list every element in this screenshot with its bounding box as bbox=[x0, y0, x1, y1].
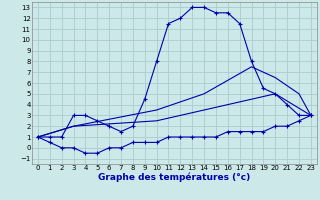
X-axis label: Graphe des températures (°c): Graphe des températures (°c) bbox=[98, 173, 251, 182]
